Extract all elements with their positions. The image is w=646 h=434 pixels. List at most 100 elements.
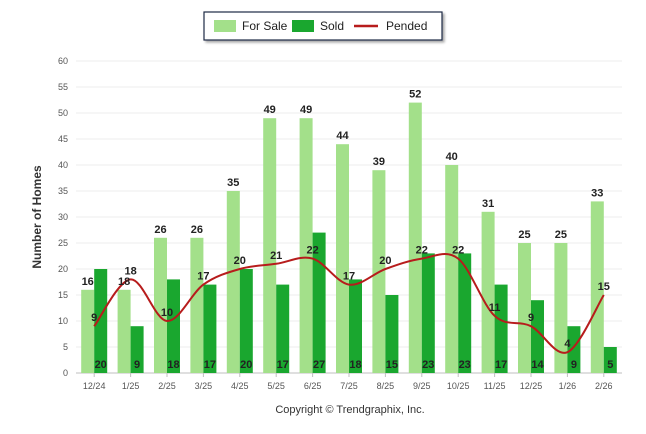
x-tick-1/26: 1/26 — [559, 381, 577, 391]
label-sold-2/26: 5 — [607, 359, 613, 371]
label-pended-12/25: 9 — [528, 312, 534, 324]
y-tick-15: 15 — [58, 290, 68, 300]
bar-sold-9/25 — [421, 253, 435, 373]
legend-label-for-sale: For Sale — [242, 19, 288, 33]
x-tick-8/25: 8/25 — [377, 381, 395, 391]
y-tick-10: 10 — [58, 316, 68, 326]
label-sold-9/25: 23 — [422, 359, 434, 371]
label-for-sale-8/25: 39 — [373, 156, 385, 168]
bar-sold-10/25 — [458, 253, 472, 373]
label-sold-2/25: 18 — [167, 359, 179, 371]
label-sold-11/25: 17 — [495, 359, 507, 371]
label-sold-4/25: 20 — [240, 359, 252, 371]
y-axis-label: Number of Homes — [30, 165, 44, 269]
x-tick-5/25: 5/25 — [267, 381, 285, 391]
label-pended-1/25: 18 — [124, 265, 136, 277]
bar-sold-7/25 — [349, 279, 362, 373]
label-pended-5/25: 21 — [270, 250, 282, 262]
bar-for-sale-7/25 — [336, 144, 349, 373]
bar-for-sale-10/25 — [445, 165, 459, 373]
label-sold-1/25: 9 — [134, 359, 140, 371]
label-pended-8/25: 20 — [379, 255, 391, 267]
bar-for-sale-2/26 — [590, 201, 604, 373]
y-tick-40: 40 — [58, 160, 68, 170]
y-tick-0: 0 — [63, 368, 68, 378]
label-for-sale-6/25: 49 — [300, 104, 312, 116]
bar-for-sale-9/25 — [408, 102, 422, 373]
label-for-sale-11/25: 31 — [482, 198, 494, 210]
label-sold-3/25: 17 — [204, 359, 216, 371]
label-pended-12/24: 9 — [91, 312, 97, 324]
x-tick-1/25: 1/25 — [122, 381, 140, 391]
label-sold-1/26: 9 — [571, 359, 577, 371]
bar-sold-8/25 — [385, 295, 399, 373]
y-tick-35: 35 — [58, 186, 68, 196]
legend-label-pended: Pended — [386, 19, 427, 33]
label-pended-6/25: 22 — [306, 245, 318, 257]
x-tick-4/25: 4/25 — [231, 381, 249, 391]
y-tick-45: 45 — [58, 134, 68, 144]
y-tick-5: 5 — [63, 342, 68, 352]
x-tick-7/25: 7/25 — [340, 381, 358, 391]
label-sold-12/25: 14 — [531, 359, 544, 371]
y-tick-25: 25 — [58, 238, 68, 248]
bar-sold-6/25 — [312, 232, 326, 373]
bar-for-sale-5/25 — [263, 118, 277, 373]
label-pended-1/26: 4 — [564, 338, 571, 350]
label-for-sale-12/25: 25 — [518, 229, 530, 241]
label-pended-3/25: 17 — [197, 271, 209, 283]
pended-line-layer — [93, 252, 605, 354]
label-for-sale-4/25: 35 — [227, 177, 239, 189]
label-for-sale-1/26: 25 — [555, 229, 567, 241]
x-tick-11/25: 11/25 — [484, 381, 506, 391]
bar-for-sale-12/24 — [81, 289, 95, 373]
x-tick-6/25: 6/25 — [304, 381, 322, 391]
bar-for-sale-12/25 — [518, 243, 531, 373]
bar-sold-1/26 — [567, 326, 581, 373]
label-for-sale-9/25: 52 — [409, 89, 421, 101]
label-sold-10/25: 23 — [459, 359, 471, 371]
label-pended-4/25: 20 — [234, 255, 246, 267]
label-for-sale-7/25: 44 — [336, 130, 349, 142]
legend-swatch-for-sale — [214, 20, 236, 32]
label-sold-6/25: 27 — [313, 359, 325, 371]
data-labels: 1620918918261810261717352020491721492722… — [82, 89, 614, 371]
label-sold-12/24: 20 — [95, 359, 107, 371]
bar-for-sale-3/25 — [190, 237, 204, 373]
bar-sold-3/25 — [203, 284, 217, 373]
bar-sold-2/25 — [167, 279, 180, 373]
y-tick-55: 55 — [58, 82, 68, 92]
x-tick-12/24: 12/24 — [83, 381, 106, 391]
legend-label-sold: Sold — [320, 19, 344, 33]
bar-sold-11/25 — [494, 284, 508, 373]
label-for-sale-5/25: 49 — [264, 104, 276, 116]
y-tick-50: 50 — [58, 108, 68, 118]
bar-sold-5/25 — [276, 284, 290, 373]
bar-sold-12/24 — [94, 269, 108, 373]
bar-for-sale-1/25 — [117, 289, 131, 373]
label-pended-2/25: 10 — [161, 307, 173, 319]
label-pended-7/25: 17 — [343, 271, 355, 283]
bar-sold-4/25 — [239, 269, 253, 373]
label-sold-7/25: 18 — [349, 359, 361, 371]
legend: For Sale Sold Pended — [203, 11, 443, 41]
label-pended-9/25: 22 — [416, 245, 428, 257]
x-tick-9/25: 9/25 — [413, 381, 431, 391]
bars — [81, 102, 617, 373]
label-for-sale-2/25: 26 — [154, 224, 166, 236]
label-for-sale-1/25: 18 — [118, 276, 130, 288]
bar-for-sale-4/25 — [226, 191, 240, 373]
label-for-sale-2/26: 33 — [591, 187, 603, 199]
label-pended-2/26: 15 — [598, 281, 610, 293]
bar-for-sale-6/25 — [299, 118, 313, 373]
x-tick-10/25: 10/25 — [447, 381, 470, 391]
copyright-text: Copyright © Trendgraphix, Inc. — [275, 404, 424, 416]
y-tick-60: 60 — [58, 56, 68, 66]
bar-for-sale-11/25 — [481, 211, 495, 373]
x-tick-2/26: 2/26 — [595, 381, 613, 391]
bar-for-sale-1/26 — [554, 243, 568, 373]
label-sold-5/25: 17 — [277, 359, 289, 371]
